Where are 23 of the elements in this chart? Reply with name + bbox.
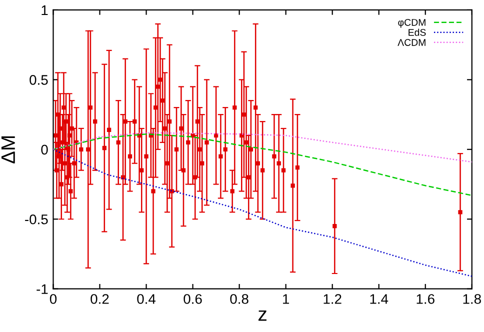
x-tick-label: 0.6 xyxy=(184,294,202,304)
y-tick-label: -1 xyxy=(36,284,48,294)
x-tick-label: 1 xyxy=(283,294,290,304)
y-tick-label: 0 xyxy=(41,144,48,155)
x-tick-label: 0.2 xyxy=(90,294,109,304)
y-tick-label: 1 xyxy=(42,5,48,15)
x-tick-label: 1.4 xyxy=(370,294,388,304)
legend-label: φCDM xyxy=(398,18,426,28)
y-tick-label: -0.5 xyxy=(25,214,48,224)
x-axis-title: z xyxy=(258,310,266,321)
line-series xyxy=(53,133,472,196)
legend-label: EdS xyxy=(408,28,426,36)
y-tick-label: 0.5 xyxy=(30,75,48,85)
x-tick-label: 0.8 xyxy=(230,294,248,304)
x-tick-label: 0.4 xyxy=(137,294,156,304)
x-tick-label: 1.8 xyxy=(463,294,481,304)
legend-label: ΛCDM xyxy=(398,39,426,46)
x-tick-label: 1.6 xyxy=(416,294,434,304)
y-axis-title: ΔM xyxy=(1,136,15,164)
line-series xyxy=(53,132,472,163)
x-tick-label: 0 xyxy=(50,294,57,304)
line-series xyxy=(53,148,472,277)
x-tick-label: 1.2 xyxy=(324,294,342,304)
